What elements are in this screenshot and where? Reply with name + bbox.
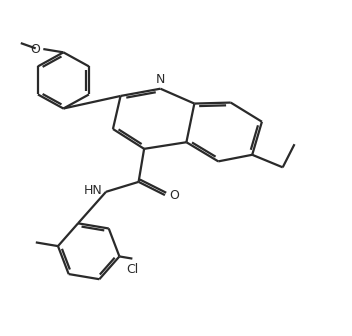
Text: O: O (169, 188, 179, 202)
Text: N: N (156, 73, 165, 86)
Text: O: O (30, 43, 40, 55)
Text: Cl: Cl (126, 262, 138, 276)
Text: HN: HN (84, 184, 102, 197)
